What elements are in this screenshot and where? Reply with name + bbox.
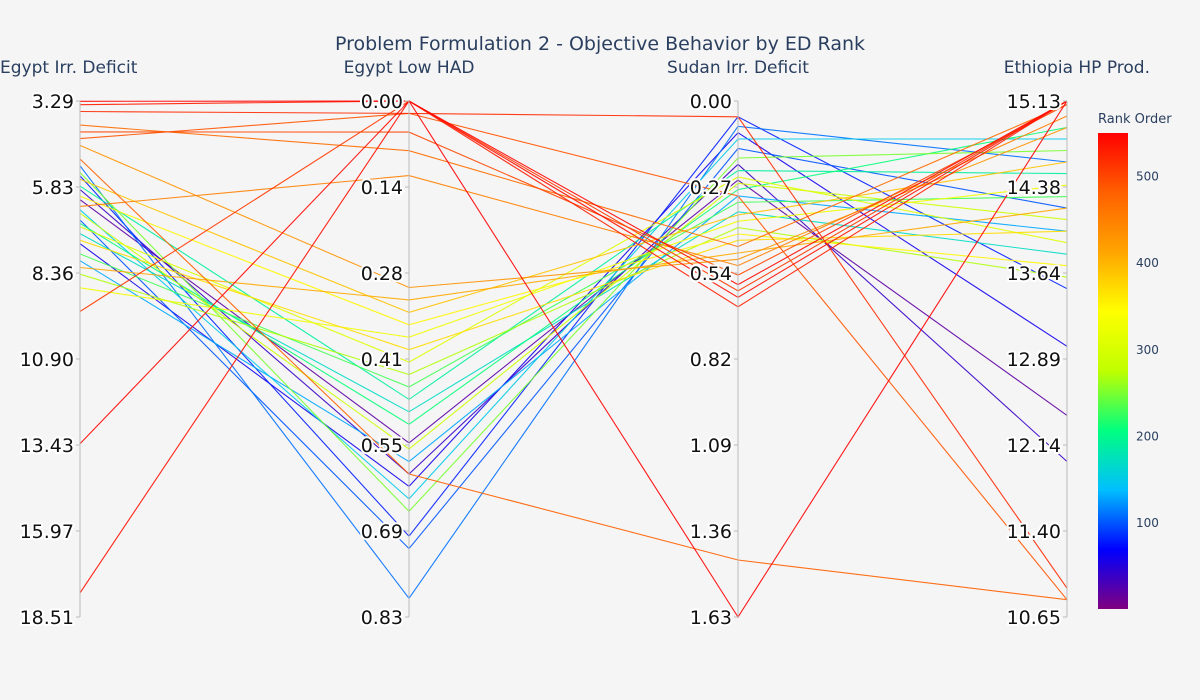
axis-tick-label-3-5: 11.40 — [1007, 521, 1061, 543]
axis-tick-label-3-4: 12.14 — [1007, 435, 1061, 457]
colorbar-title: Rank Order — [1098, 112, 1172, 127]
axis-tick-label-1-6: 0.83 — [361, 607, 403, 629]
series-line-12 — [79, 149, 1068, 513]
series-line-28 — [79, 110, 1068, 589]
series-line-23 — [79, 103, 1068, 248]
axis-tick-label-0-1: 5.83 — [32, 177, 74, 199]
series-line-29 — [79, 100, 1068, 308]
series-line-14 — [79, 182, 1068, 450]
axis-tick-label-2-4: 1.09 — [690, 435, 732, 457]
axis-tick-label-3-2: 13.64 — [1007, 263, 1061, 285]
series-line-25 — [79, 112, 1068, 601]
axis-tick-label-0-6: 18.51 — [20, 607, 74, 629]
axis-0: Egypt Irr. Deficit 3.29 5.83 8.36 10.90 13.43… — [0, 58, 138, 631]
series-line-22 — [79, 115, 1068, 267]
series-line-17 — [79, 195, 1068, 326]
colorbar-gradient — [1098, 133, 1128, 609]
series-line-13 — [79, 227, 1068, 376]
colorbar: Rank Order 100 200 300 400 500 — [1098, 112, 1172, 609]
series-line-8 — [79, 211, 1068, 413]
colorbar-tick-0: 100 — [1136, 516, 1159, 530]
series-line-31 — [79, 100, 1068, 445]
axis-tick-label-1-5: 0.69 — [361, 521, 403, 543]
series-line-2 — [79, 131, 1068, 488]
axis-tick-label-2-3: 0.82 — [690, 349, 732, 371]
axis-tick-label-2-1: 0.27 — [690, 177, 732, 199]
chart-title: Problem Formulation 2 - Objective Behavi… — [335, 33, 865, 55]
axis-tick-label-3-6: 10.65 — [1007, 607, 1061, 629]
axis-title-1: Egypt Low HAD — [344, 58, 475, 78]
axis-tick-label-0-0: 3.29 — [32, 91, 74, 113]
series-line-3 — [79, 116, 1068, 538]
axis-tick-label-2-2: 0.54 — [690, 263, 732, 285]
axis-tick-label-0-2: 8.36 — [32, 263, 74, 285]
series-line-27 — [79, 100, 1068, 312]
series-line-30 — [79, 100, 1068, 594]
axis-tick-label-0-3: 10.90 — [20, 349, 74, 371]
colorbar-ticks: 100 200 300 400 500 — [1136, 169, 1159, 530]
axis-tick-label-2-5: 1.36 — [690, 521, 732, 543]
series-line-24 — [79, 158, 1068, 601]
axis-3: Ethiopia HP Prod. 15.13 14.38 13.64 12.89 12.… — [1004, 58, 1150, 631]
series-line-32 — [79, 100, 1068, 619]
colorbar-tick-1: 200 — [1136, 429, 1159, 443]
axis-tick-label-0-5: 15.97 — [20, 521, 74, 543]
axis-tick-label-2-0: 0.00 — [690, 91, 732, 113]
axis-tick-label-3-0: 15.13 — [1007, 91, 1061, 113]
axis-title-0: Egypt Irr. Deficit — [0, 58, 138, 78]
axis-tick-label-1-1: 0.14 — [361, 177, 403, 199]
colorbar-tick-3: 400 — [1136, 256, 1159, 270]
series-line-18 — [79, 230, 1068, 351]
axis-tick-label-1-4: 0.55 — [361, 435, 403, 457]
axis-tick-label-2-6: 1.63 — [690, 607, 732, 629]
series-line-20 — [79, 207, 1068, 301]
axis-tick-label-3-3: 12.89 — [1007, 349, 1061, 371]
axis-2: Sudan Irr. Deficit 0.00 0.27 0.54 0.82 1.09 1.… — [667, 58, 809, 631]
series-line-6 — [79, 195, 1068, 463]
axis-title-2: Sudan Irr. Deficit — [667, 58, 809, 78]
colorbar-tick-4: 500 — [1136, 169, 1159, 183]
axis-title-3: Ethiopia HP Prod. — [1004, 58, 1150, 78]
axis-tick-label-1-2: 0.28 — [361, 263, 403, 285]
series-line-5 — [79, 125, 1068, 600]
series-line-19 — [79, 161, 1068, 313]
data-lines — [79, 100, 1068, 619]
axis-1: Egypt Low HAD 0.00 0.14 0.28 0.41 0.55 0.69 0.8… — [344, 58, 475, 631]
axis-tick-label-1-0: 0.00 — [361, 91, 403, 113]
colorbar-tick-2: 300 — [1136, 343, 1159, 357]
series-line-4 — [79, 147, 1068, 550]
axis-tick-label-1-3: 0.41 — [361, 349, 403, 371]
axes: Egypt Irr. Deficit 3.29 5.83 8.36 10.90 13.43… — [0, 58, 1150, 631]
axis-tick-label-3-1: 14.38 — [1007, 177, 1061, 199]
axis-tick-label-0-4: 13.43 — [20, 435, 74, 457]
series-line-7 — [79, 138, 1067, 500]
series-line-9 — [79, 170, 1068, 401]
